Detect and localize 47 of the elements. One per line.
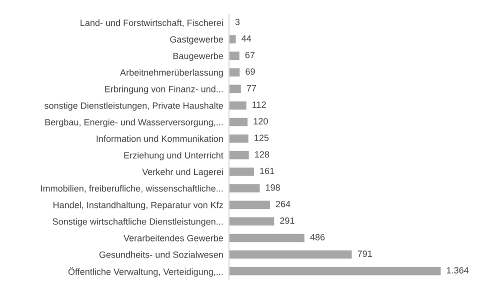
- data-label: 3: [235, 18, 240, 26]
- bar: [228, 118, 248, 126]
- data-label: 291: [280, 217, 294, 224]
- y-tick-label: Erbringung von Finanz- und...: [105, 86, 223, 94]
- data-label: 264: [276, 200, 290, 208]
- y-tick-label: Verarbeitendes Gewerbe: [124, 234, 224, 242]
- y-tick-label: Sonstige wirtschaftliche Dienstleistungen...: [52, 218, 223, 227]
- data-label: 69: [246, 68, 255, 75]
- bar: [228, 68, 240, 76]
- y-tick-label: Bergbau, Energie- und Wasserversorgung,...: [45, 118, 223, 128]
- data-label: 128: [255, 151, 270, 158]
- bar: [228, 84, 241, 94]
- y-tick-label: Baugewerbe: [173, 52, 224, 61]
- data-label: 1.364: [446, 267, 469, 274]
- bar: [228, 101, 246, 110]
- y-tick-label: Information und Kommunikation: [96, 135, 223, 142]
- y-tick-label: sonstige Dienstleistungen, Private Haushalte: [44, 102, 224, 111]
- y-tick-label: Land- und Forstwirtschaft, Fischerei: [80, 19, 223, 28]
- bar: [228, 35, 236, 44]
- data-label: 67: [245, 52, 255, 58]
- bar: [228, 184, 260, 192]
- y-tick-label: Immobilien, freiberufliche, wissenschaftliche...: [41, 185, 223, 193]
- data-label: 112: [252, 102, 266, 108]
- y-tick-label: Arbeitnehmerüberlassung: [120, 69, 223, 78]
- y-tick-label: Erziehung und Unterricht: [124, 152, 224, 160]
- bar: [228, 134, 248, 143]
- bar: [228, 266, 441, 276]
- bar: [228, 234, 304, 242]
- bar: [228, 151, 249, 160]
- bar: [228, 52, 240, 60]
- y-tick-label: Handel, Instandhaltung, Reparatur von Kfz: [54, 202, 223, 210]
- y-tick-label: Gastgewerbe: [170, 36, 224, 44]
- data-label: 125: [254, 134, 269, 142]
- data-label: 161: [260, 168, 274, 174]
- data-label: 77: [246, 85, 256, 92]
- y-tick-label: Verkehr und Lagerei: [142, 168, 223, 177]
- bar: [228, 217, 274, 226]
- data-label: 486: [310, 234, 325, 240]
- bar: [228, 168, 254, 176]
- data-label: 120: [254, 118, 268, 124]
- y-tick-label: Öffentliche Verwaltung, Verteidigung,...: [68, 267, 223, 277]
- y-tick-label: Gesundheits- und Sozialwesen: [99, 251, 223, 258]
- data-label: 44: [242, 35, 252, 42]
- data-label: 198: [266, 184, 280, 191]
- data-label: 791: [358, 250, 372, 257]
- bar: [228, 250, 352, 259]
- bar: [228, 200, 270, 209]
